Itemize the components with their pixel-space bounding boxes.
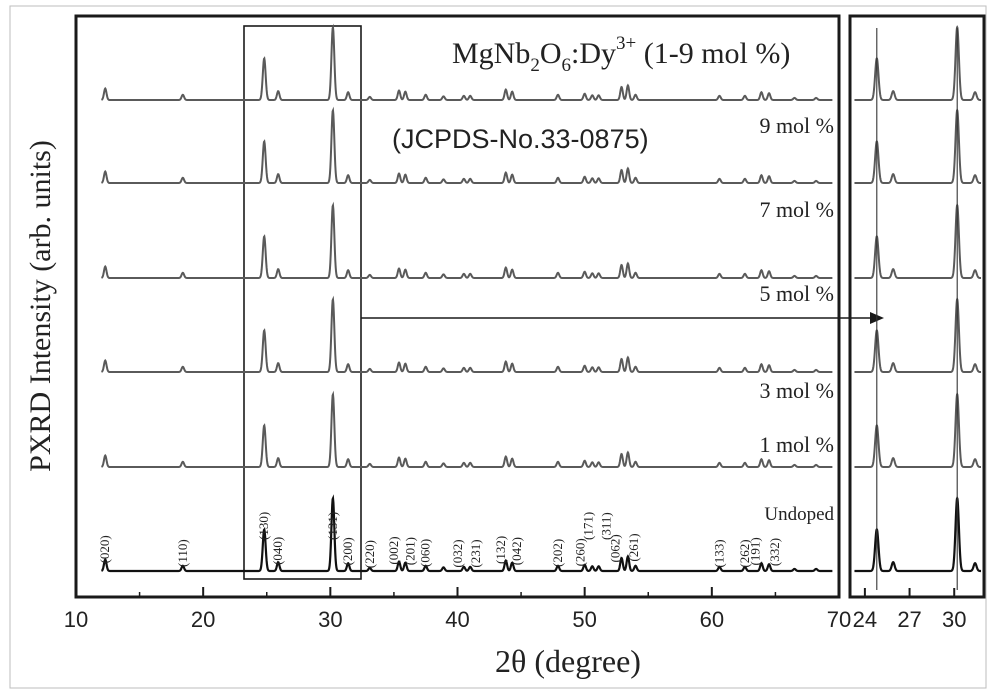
main-traces <box>101 23 833 573</box>
trace-1-mol <box>101 390 833 468</box>
trace-3-mol <box>101 295 833 373</box>
inset-tick-label: 24 <box>853 607 877 632</box>
x-tick-label: 40 <box>445 607 469 632</box>
x-tick-label: 60 <box>700 607 724 632</box>
hkl-label: (220) <box>362 540 377 568</box>
hkl-label: (261) <box>626 533 641 561</box>
hkl-labels: (020) (110) (130)(040) (131)(200) (220) (002)… <box>97 512 782 568</box>
hkl-label: (042) <box>509 537 524 565</box>
x-tick-label: 20 <box>191 607 215 632</box>
inset-tick-label: 27 <box>897 607 921 632</box>
hkl-label: (231) <box>468 539 483 567</box>
zoom-region-box <box>243 25 362 580</box>
hkl-label: (002) <box>386 536 401 564</box>
figure-border <box>9 5 987 689</box>
inset-tick-label: 30 <box>942 607 966 632</box>
trace-5-mol <box>101 201 833 279</box>
series-label-3-mol: 3 mol % <box>759 378 834 403</box>
hkl-label: (200) <box>340 537 355 565</box>
hkl-label: (311) <box>599 512 614 540</box>
inset-reference-lines <box>876 28 958 590</box>
hkl-label: (020) <box>97 535 112 563</box>
x-tick-label: 50 <box>572 607 596 632</box>
hkl-label: (132) <box>493 536 508 564</box>
inset-trace-9-mol <box>854 25 982 101</box>
inset-trace-5-mol <box>854 203 982 279</box>
hkl-label: (332) <box>767 538 782 566</box>
x-tick-label: 70 <box>827 607 851 632</box>
series-label-1-mol: 1 mol % <box>759 432 834 457</box>
y-axis-label: PXRD Intensity (arb. units) <box>24 140 57 472</box>
inset-trace-1-mol <box>854 392 982 468</box>
series-labels: Undoped 1 mol % 3 mol % 5 mol % 7 mol % 9 mol… <box>759 113 834 525</box>
hkl-label: (062) <box>608 534 623 562</box>
reference-card-label: (JCPDS-No.33-0875) <box>392 124 649 154</box>
trace-9-mol <box>101 23 833 101</box>
hkl-label: (133) <box>712 539 727 567</box>
series-label-undoped: Undoped <box>764 504 834 525</box>
main-x-ticks: 10 20 30 40 50 60 70 <box>64 587 851 632</box>
trace-undoped <box>101 494 833 573</box>
inset-x-ticks: 24 27 30 <box>853 588 966 632</box>
hkl-label: (110) <box>175 539 190 567</box>
hkl-label: (191) <box>747 537 762 565</box>
hkl-label: (202) <box>550 539 565 567</box>
series-label-7-mol: 7 mol % <box>759 197 834 222</box>
trace-7-mol <box>101 106 833 184</box>
x-tick-label: 10 <box>64 607 88 632</box>
chart-title: MgNb2O6:Dy3+ (1-9 mol %) <box>452 33 790 76</box>
hkl-label: (130) <box>256 512 271 540</box>
hkl-label: (260) <box>573 538 588 566</box>
hkl-label: (131) <box>325 512 340 540</box>
inset-plot-frame <box>848 14 986 599</box>
hkl-label: (060) <box>418 539 433 567</box>
inset-trace-3-mol <box>854 297 982 373</box>
hkl-label: (040) <box>270 537 285 565</box>
hkl-label: (171) <box>580 512 595 540</box>
series-label-9-mol: 9 mol % <box>759 113 834 138</box>
hkl-label: (032) <box>450 539 465 567</box>
hkl-label: (262) <box>737 539 752 567</box>
hkl-label: (201) <box>402 537 417 565</box>
x-tick-label: 30 <box>318 607 342 632</box>
x-axis-label: 2θ (degree) <box>495 643 641 679</box>
inset-traces <box>854 25 982 573</box>
series-label-5-mol: 5 mol % <box>759 281 834 306</box>
inset-trace-undoped <box>854 495 982 573</box>
inset-trace-7-mol <box>854 108 982 184</box>
